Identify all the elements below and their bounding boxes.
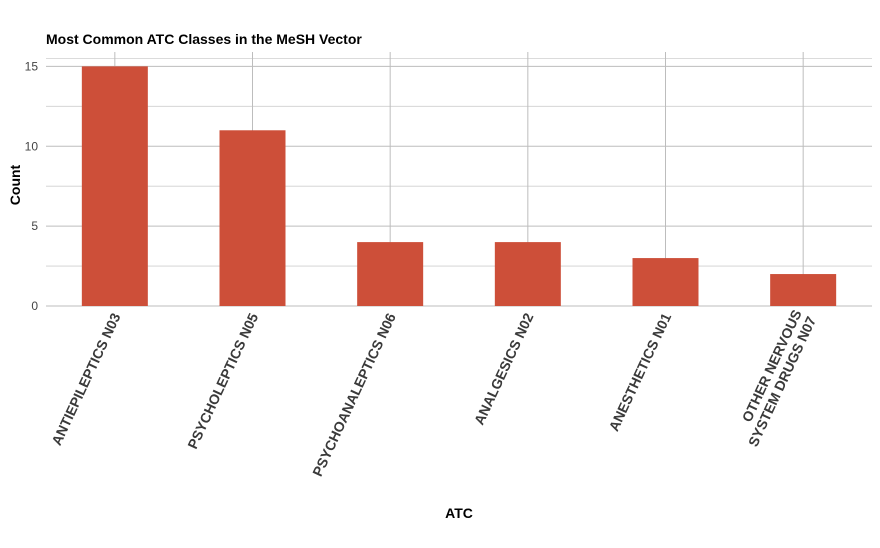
y-axis-title: Count: [7, 164, 23, 205]
y-tick-label: 0: [31, 299, 38, 313]
chart-title: Most Common ATC Classes in the MeSH Vect…: [46, 31, 362, 47]
x-axis-ticks: ANTIEPILEPTICS N03 PSYCHOLEPTICS N05 PSYCH…: [48, 307, 819, 479]
bar-2: [219, 130, 286, 306]
x-tick-label: ANALGESICS N02: [471, 310, 537, 427]
bars: [81, 66, 837, 307]
bar-5: [632, 258, 699, 306]
x-axis-title: ATC: [445, 505, 473, 521]
bar-3: [357, 242, 424, 306]
y-axis-ticks: 0 5 10 15: [25, 59, 39, 313]
y-tick-label: 10: [25, 139, 39, 153]
x-tick-label: PSYCHOANALEPTICS N06: [309, 310, 399, 478]
bar-6: [770, 274, 837, 306]
grid-lines: [46, 52, 872, 307]
x-tick-label: OTHER NERVOUSSYSTEM DRUGS N07: [730, 307, 819, 449]
bar-4: [494, 242, 561, 306]
y-tick-label: 15: [25, 59, 39, 73]
y-tick-label: 5: [31, 219, 38, 233]
x-tick-label: ANTIEPILEPTICS N03: [48, 310, 123, 447]
bar-1: [81, 66, 148, 307]
x-tick-label: ANESTHETICS N01: [605, 310, 674, 433]
x-tick-label: PSYCHOLEPTICS N05: [184, 310, 261, 451]
